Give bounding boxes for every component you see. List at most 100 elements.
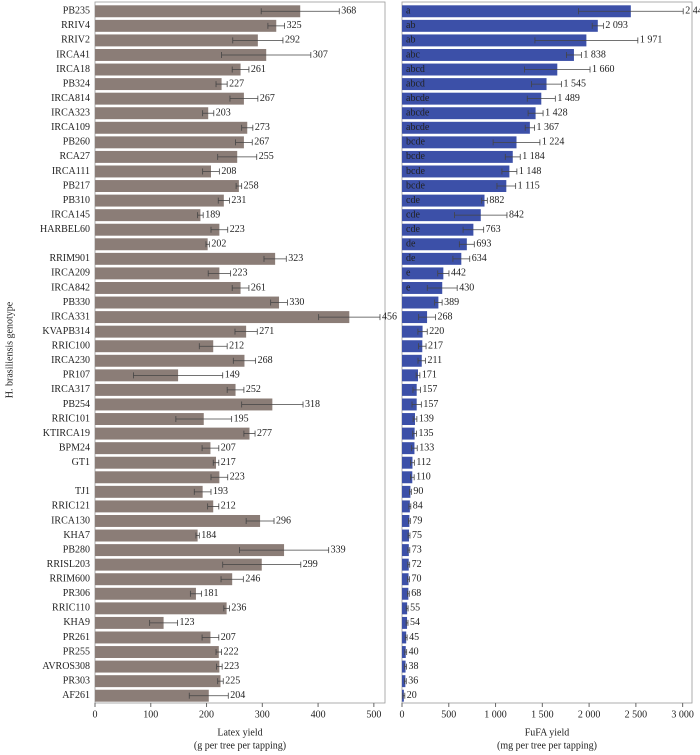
- bar: [402, 529, 410, 542]
- value-label: 157: [423, 399, 438, 410]
- value-label: 325: [287, 20, 302, 31]
- value-label: 1 838: [583, 49, 606, 60]
- category-label: IRCA230: [51, 355, 90, 366]
- category-label: PB330: [63, 297, 90, 308]
- value-label: 68: [411, 588, 421, 599]
- bar: [95, 296, 280, 309]
- letter-label: abcde: [406, 108, 430, 119]
- bar: [95, 223, 220, 236]
- x-tick-label: 100: [143, 709, 158, 720]
- bar: [402, 514, 410, 527]
- value-label: 1 428: [545, 108, 568, 119]
- x-tick-label: 500: [441, 709, 456, 720]
- bar: [95, 471, 220, 484]
- bar: [402, 5, 631, 18]
- x-tick-label: 400: [311, 709, 326, 720]
- value-label: 389: [444, 297, 459, 308]
- category-label: RRIC101: [52, 413, 90, 424]
- value-label: 882: [489, 195, 504, 206]
- bar: [402, 325, 423, 338]
- bar: [402, 369, 418, 382]
- letter-label: cde: [406, 224, 420, 235]
- bar: [402, 252, 462, 265]
- bar: [95, 646, 219, 659]
- x-axis-label: Latex yield: [217, 727, 262, 738]
- value-label: 211: [427, 355, 442, 366]
- bar: [402, 136, 517, 149]
- category-label: KHA9: [63, 617, 90, 628]
- plot-frame: [94, 1, 386, 704]
- bar: [402, 19, 598, 32]
- value-label: 268: [258, 355, 273, 366]
- value-label: 45: [409, 632, 419, 643]
- x-axis-label: (g per tree per tapping): [194, 740, 286, 751]
- bar: [95, 616, 164, 629]
- bar: [95, 354, 245, 367]
- bar: [402, 223, 474, 236]
- category-label: RRIC100: [52, 341, 90, 352]
- bar: [95, 631, 211, 644]
- category-label: IRCA145: [51, 209, 90, 220]
- value-label: 2 093: [605, 20, 628, 31]
- bar: [95, 413, 204, 426]
- bar: [402, 107, 536, 120]
- bar: [402, 78, 547, 91]
- category-label: PR303: [63, 675, 90, 686]
- bar: [95, 209, 201, 222]
- category-label: IRCA842: [51, 282, 90, 293]
- bar: [95, 165, 211, 178]
- value-label: 212: [221, 501, 236, 512]
- value-label: 693: [476, 239, 491, 250]
- category-label: KTIRCA19: [43, 428, 90, 439]
- category-label: RRIM901: [49, 253, 90, 264]
- value-label: 79: [412, 515, 422, 526]
- value-label: 184: [201, 530, 216, 541]
- bar: [95, 281, 241, 294]
- bar: [95, 442, 211, 455]
- value-label: 261: [251, 282, 266, 293]
- value-label: 212: [229, 341, 244, 352]
- category-label: BPM24: [59, 442, 90, 453]
- category-label: GT1: [72, 457, 90, 468]
- category-label: KVAPB314: [42, 326, 90, 337]
- value-label: 204: [230, 690, 245, 701]
- value-label: 217: [221, 457, 236, 468]
- value-label: 292: [285, 35, 300, 46]
- category-label: PB217: [63, 180, 90, 191]
- bar: [95, 558, 262, 571]
- category-label: RRIV2: [61, 35, 90, 46]
- bar: [402, 194, 485, 207]
- x-tick-label: 200: [199, 709, 214, 720]
- value-label: 223: [230, 224, 245, 235]
- letter-label: abc: [406, 49, 420, 60]
- value-label: 339: [331, 544, 346, 555]
- bar: [402, 660, 406, 673]
- value-label: 277: [257, 428, 272, 439]
- bar: [402, 340, 423, 353]
- category-label: RRISL203: [47, 559, 90, 570]
- category-label: PR255: [63, 646, 90, 657]
- value-label: 207: [221, 442, 236, 453]
- bar: [95, 252, 276, 265]
- bar: [402, 63, 558, 76]
- bar: [402, 616, 408, 629]
- value-label: 40: [409, 646, 419, 657]
- value-label: 296: [276, 515, 291, 526]
- value-label: 330: [289, 297, 304, 308]
- bar: [402, 413, 416, 426]
- letter-label: cde: [406, 209, 420, 220]
- category-label: PB235: [63, 6, 90, 17]
- letter-label: bcde: [406, 180, 425, 191]
- letter-label: cde: [406, 195, 420, 206]
- bar: [402, 675, 406, 688]
- bar: [402, 485, 411, 498]
- category-label: IRCA18: [56, 64, 90, 75]
- bar: [402, 165, 510, 178]
- x-axis-label: (mg per tree per tapping): [497, 740, 597, 751]
- category-label: IRCA130: [51, 515, 90, 526]
- bar: [95, 34, 258, 47]
- x-tick-label: 500: [366, 709, 381, 720]
- value-label: 75: [412, 530, 422, 541]
- category-label: PB254: [63, 399, 90, 410]
